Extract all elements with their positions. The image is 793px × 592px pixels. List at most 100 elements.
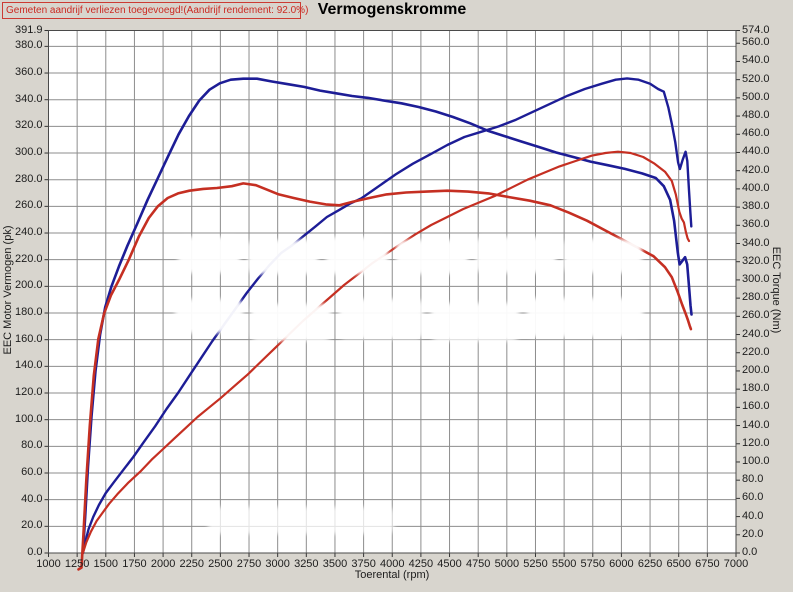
watermark-blob — [175, 299, 243, 333]
y-left-tick-label: 320.0 — [14, 119, 43, 132]
y-left-tick-label: 180.0 — [14, 306, 43, 318]
y-right-tick-label: 420.0 — [742, 163, 770, 176]
y-right-tick-label: 574.0 — [742, 23, 770, 36]
y-right-tick-label: 340.0 — [742, 236, 770, 249]
x-tick-label: 2750 — [236, 558, 262, 570]
y-right-tick-label: 360.0 — [742, 218, 770, 231]
x-tick-label: 7000 — [723, 558, 749, 570]
x-tick-label: 4250 — [408, 558, 434, 570]
watermark-blob — [208, 507, 394, 534]
y-right-tick-label: 500.0 — [742, 90, 770, 103]
y-axis-right-title: EEC Torque (Nm) — [770, 246, 782, 334]
x-tick-label: 5750 — [580, 558, 606, 570]
watermark-blob — [251, 304, 331, 341]
y-right-tick-label: 240.0 — [742, 327, 770, 340]
y-right-tick-label: 440.0 — [742, 145, 770, 158]
y-right-tick-label: 140.0 — [742, 418, 770, 431]
chart-title: Vermogenskromme — [317, 1, 467, 18]
x-tick-label: 2000 — [150, 558, 176, 570]
y-left-tick-label: 391.9 — [14, 23, 43, 36]
y-right-tick-label: 60.0 — [742, 491, 764, 504]
y-left-tick-label: 380.0 — [14, 39, 43, 52]
y-left-tick-label: 260.0 — [14, 199, 43, 212]
x-tick-label: 6000 — [609, 558, 634, 570]
y-right-tick-label: 400.0 — [742, 181, 770, 194]
watermark-blob — [476, 237, 556, 273]
x-tick-label: 5000 — [494, 558, 520, 570]
y-left-tick-label: 160.0 — [14, 332, 43, 345]
x-tick-label: 6250 — [637, 558, 663, 570]
x-tick-label: 5250 — [523, 558, 548, 570]
y-left-tick-label: 280.0 — [14, 172, 43, 185]
y-left-tick-label: 0.0 — [27, 546, 43, 558]
x-tick-label: 4000 — [380, 558, 405, 570]
x-tick-label: 3750 — [351, 558, 376, 570]
y-right-tick-label: 220.0 — [742, 345, 770, 358]
y-left-tick-label: 100.0 — [14, 412, 43, 425]
watermark-blob — [178, 237, 240, 273]
x-tick-label: 4500 — [437, 558, 462, 570]
y-left-tick-label: 80.0 — [21, 439, 43, 452]
y-right-tick-label: 180.0 — [742, 382, 770, 395]
red-torque-nm-curve — [77, 182, 693, 571]
y-right-tick-label: 520.0 — [742, 72, 770, 85]
x-tick-label: 4750 — [465, 558, 491, 570]
y-right-tick-label: 540.0 — [742, 54, 770, 67]
red-power-pk-curve — [81, 150, 691, 555]
watermark-blob — [564, 239, 642, 273]
y-left-tick-label: 120.0 — [14, 386, 43, 398]
y-right-tick-label: 280.0 — [742, 291, 770, 304]
y-left-tick-label: 20.0 — [21, 519, 43, 532]
watermark-blob — [527, 298, 643, 337]
y-right-tick-label: 100.0 — [742, 454, 770, 467]
y-right-tick-label: 0.0 — [742, 546, 758, 558]
y-right-tick-label: 20.0 — [742, 527, 764, 540]
y-left-tick-label: 60.0 — [21, 466, 43, 478]
x-tick-label: 2250 — [179, 558, 204, 570]
y-axis-left-title: EEC Motor Vermogen (pk) — [2, 225, 14, 355]
x-axis-title: Toerental (rpm) — [354, 569, 430, 581]
y-right-tick-label: 460.0 — [742, 127, 770, 140]
y-left-tick-label: 340.0 — [14, 92, 43, 105]
y-right-tick-label: 560.0 — [742, 36, 770, 49]
watermark-blob — [431, 303, 519, 341]
x-tick-label: 6500 — [666, 558, 691, 570]
watermark-blob — [396, 240, 468, 274]
blue-torque-nm-curve — [81, 77, 693, 555]
y-left-tick-label: 240.0 — [14, 226, 43, 239]
x-tick-label: 1500 — [93, 558, 119, 570]
x-tick-label: 5500 — [551, 558, 577, 570]
y-right-tick-label: 300.0 — [742, 272, 770, 285]
x-tick-label: 1000 — [36, 558, 61, 570]
x-tick-label: 3250 — [294, 558, 319, 570]
x-tick-label: 6750 — [695, 558, 720, 570]
y-left-tick-label: 300.0 — [14, 146, 43, 159]
y-left-tick-label: 200.0 — [14, 279, 43, 292]
y-left-tick-label: 40.0 — [21, 492, 43, 505]
y-left-tick-label: 360.0 — [14, 66, 43, 79]
y-right-tick-label: 260.0 — [742, 309, 770, 322]
x-tick-label: 2500 — [208, 558, 233, 570]
watermark-blob — [248, 240, 318, 274]
y-right-tick-label: 80.0 — [742, 473, 764, 486]
y-right-tick-label: 380.0 — [742, 200, 770, 213]
drivetrain-loss-note-box: Gemeten aandrijf verliezen toegevoegd!(A… — [2, 2, 308, 19]
x-tick-label: 3000 — [265, 558, 290, 570]
y-right-tick-label: 160.0 — [742, 400, 770, 413]
drivetrain-loss-note: Gemeten aandrijf verliezen toegevoegd!(A… — [6, 5, 309, 16]
x-tick-label: 1750 — [122, 558, 147, 570]
y-left-tick-label: 140.0 — [14, 359, 43, 372]
blue-power-pk-curve — [81, 77, 693, 555]
y-right-tick-label: 120.0 — [742, 436, 770, 449]
watermark-blob — [326, 237, 388, 274]
y-right-tick-label: 480.0 — [742, 109, 770, 122]
y-right-tick-label: 200.0 — [742, 363, 770, 376]
y-right-tick-label: 320.0 — [742, 254, 770, 267]
y-left-tick-label: 220.0 — [14, 252, 43, 265]
x-tick-label: 3500 — [322, 558, 348, 570]
x-tick-label: 1250 — [64, 558, 90, 570]
y-right-tick-label: 40.0 — [742, 509, 764, 522]
watermark-blob — [339, 299, 423, 339]
